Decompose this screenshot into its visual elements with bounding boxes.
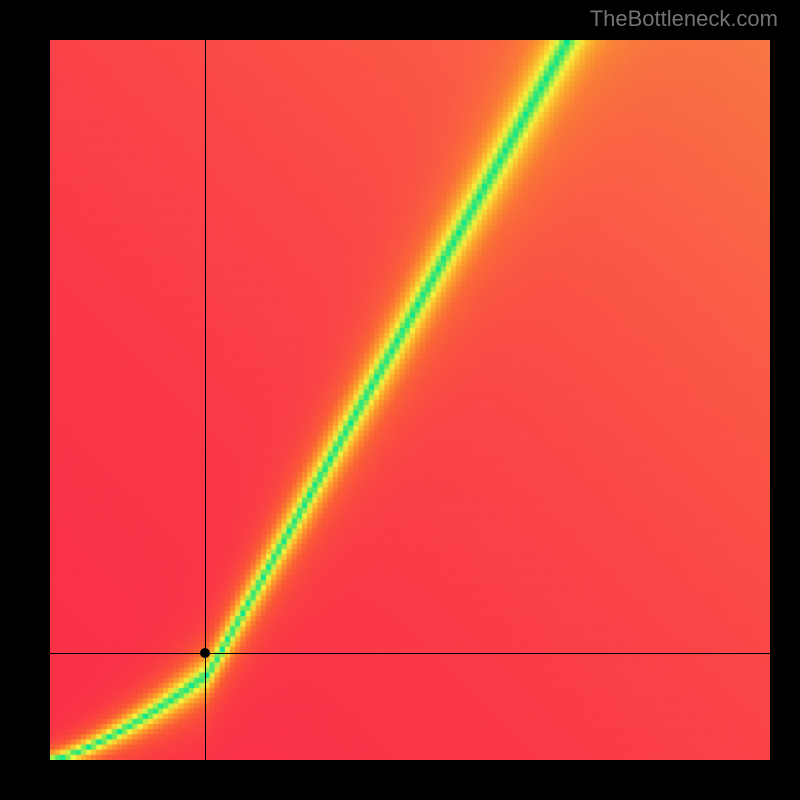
watermark-text: TheBottleneck.com [590,6,778,32]
bottleneck-heatmap [50,40,770,760]
heatmap-canvas [50,40,770,760]
crosshair-horizontal [50,653,770,654]
crosshair-marker-dot [200,648,210,658]
